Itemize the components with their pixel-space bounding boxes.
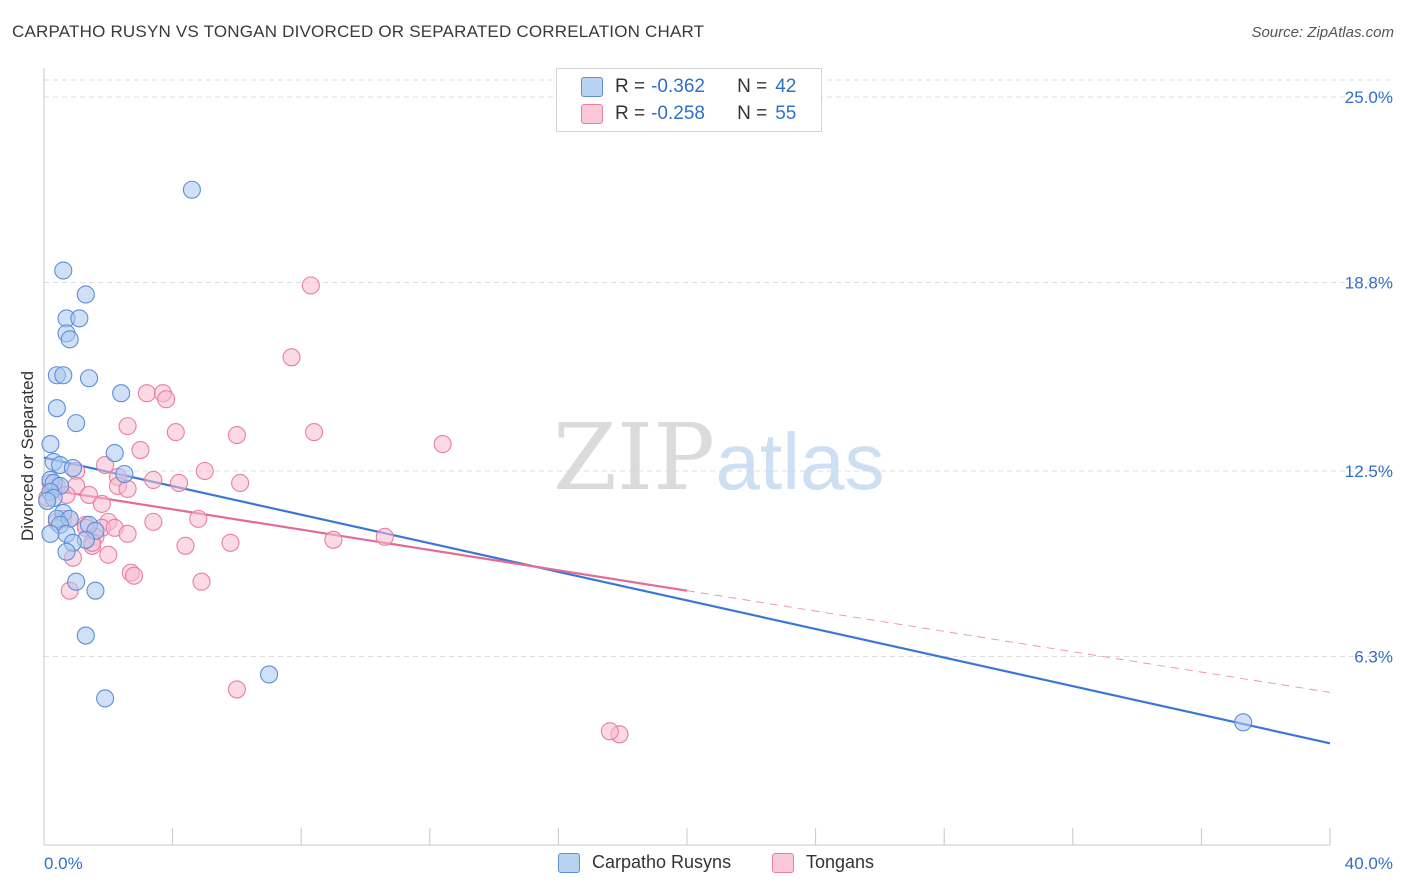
stats-row-tongan: R = -0.258 N = 55 <box>581 102 796 126</box>
tongan-point <box>137 384 156 403</box>
watermark-atlas: atlas <box>716 417 885 506</box>
tongan-point <box>375 527 394 546</box>
carpatho-point <box>79 369 99 388</box>
tongan-point <box>227 426 246 445</box>
carpatho-point <box>70 309 89 328</box>
tongan-point <box>324 530 343 549</box>
watermark: ZIP atlas <box>553 404 885 511</box>
chart-title: CARPATHO RUSYN VS TONGAN DIVORCED OR SEP… <box>12 22 705 41</box>
carpatho-point <box>54 261 73 280</box>
tongan-point <box>166 423 185 442</box>
tongan-point <box>301 276 320 295</box>
legend-item-tongan[interactable]: Tongans <box>772 852 874 873</box>
tongan-point <box>92 494 111 513</box>
carpatho-point <box>76 626 95 645</box>
carpatho-trend-line <box>43 456 1331 745</box>
tongan-point <box>169 473 189 493</box>
tongan-point <box>96 455 115 475</box>
trend-lines <box>43 456 1331 745</box>
tongan-point <box>221 533 240 552</box>
carpatho-point <box>105 443 124 463</box>
r-label: R = <box>615 76 646 97</box>
tongan-point <box>144 512 163 531</box>
tongan-point <box>282 348 301 367</box>
carpatho-point <box>38 491 57 510</box>
tongan-trend-extension <box>686 590 1331 693</box>
tongan-point <box>189 509 208 528</box>
axes <box>43 68 1331 846</box>
tongan-point <box>118 417 137 436</box>
tongan-point <box>433 435 452 454</box>
tongan-point <box>118 524 137 543</box>
data-points <box>38 180 1253 744</box>
tongan-point <box>600 722 619 741</box>
tongan-point <box>192 572 211 591</box>
carpatho-point <box>86 581 105 600</box>
carpatho-point <box>54 366 73 385</box>
source-note: Source: ZipAtlas.com <box>1251 24 1394 41</box>
tongan-point <box>157 390 176 409</box>
carpatho-point <box>259 665 279 684</box>
carpatho-point <box>63 458 82 478</box>
tongan-point <box>118 479 137 499</box>
carpatho-point <box>57 542 76 561</box>
r-value: -0.258 <box>651 103 705 124</box>
tongan-point <box>99 545 118 564</box>
carpatho-point <box>60 330 79 349</box>
n-value: 55 <box>775 103 797 124</box>
y-tick-label: 12.5% <box>1345 462 1393 481</box>
grid-lines <box>44 79 1392 658</box>
carpatho-point <box>182 180 201 199</box>
carpatho-point <box>76 285 95 304</box>
watermark-zip: ZIP <box>553 404 715 511</box>
tongan-swatch <box>581 104 603 124</box>
y-tick-label: 6.3% <box>1354 648 1393 667</box>
carpatho-point <box>115 464 134 484</box>
carpatho-point <box>41 524 60 543</box>
tongan-point <box>231 473 250 493</box>
tongan-point <box>305 423 324 442</box>
series-legend: Carpatho Rusyns Tongans <box>0 852 1406 876</box>
stats-row-carpatho: R = -0.362 N = 42 <box>581 75 796 99</box>
carpatho-point <box>67 414 86 433</box>
tongan-point <box>79 485 99 504</box>
stats-legend: R = -0.362 N = 42 R = -0.258 N = 55 <box>556 68 822 132</box>
carpatho-point <box>112 384 131 403</box>
r-label: R = <box>615 103 646 124</box>
tongan-point <box>195 461 214 481</box>
n-value: 42 <box>775 76 797 97</box>
tongan-trend-line <box>43 487 688 592</box>
x-tick-label: 40.0% <box>1345 854 1393 873</box>
carpatho-point <box>47 399 66 418</box>
carpatho-point <box>96 689 115 708</box>
legend-label: Carpatho Rusyns <box>592 852 732 872</box>
y-axis-label: Divorced or Separated <box>18 370 37 542</box>
legend-label: Tongans <box>806 852 875 872</box>
tongan-point <box>176 536 195 555</box>
carpatho-swatch <box>581 77 603 97</box>
tongan-point <box>131 441 150 460</box>
carpatho-swatch <box>558 852 580 873</box>
tongan-swatch <box>772 852 794 873</box>
carpatho-point <box>67 572 86 591</box>
carpatho-point <box>41 435 60 454</box>
y-tick-label: 18.8% <box>1345 274 1393 293</box>
n-label: N = <box>737 103 768 124</box>
x-tick-label: 0.0% <box>44 854 83 873</box>
y-tick-label: 25.0% <box>1345 88 1393 107</box>
tick-labels: 6.3% 12.5% 18.8% 25.0% 0.0% 40.0% <box>44 88 1393 873</box>
tongan-point <box>124 566 144 585</box>
r-value: -0.362 <box>651 76 705 97</box>
tongan-point <box>144 470 163 490</box>
legend-item-carpatho[interactable]: Carpatho Rusyns <box>558 852 731 873</box>
carpatho-point <box>1234 713 1253 732</box>
n-label: N = <box>737 76 768 97</box>
tongan-point <box>227 680 246 699</box>
